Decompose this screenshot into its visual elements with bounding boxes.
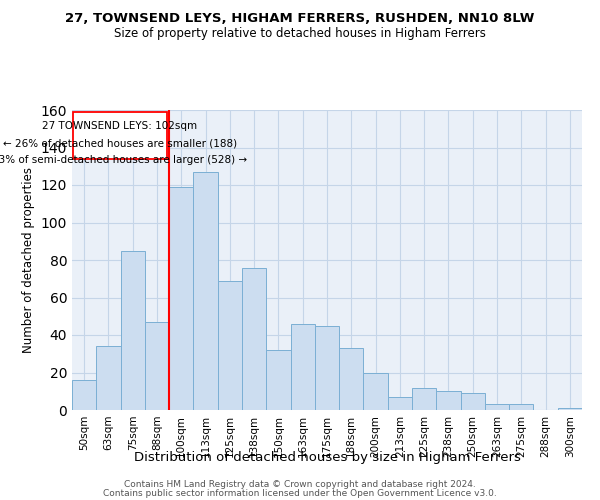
Bar — [461, 393, 485, 410]
Text: 73% of semi-detached houses are larger (528) →: 73% of semi-detached houses are larger (… — [0, 155, 248, 165]
Bar — [364, 372, 388, 410]
Bar — [72, 380, 96, 410]
Y-axis label: Number of detached properties: Number of detached properties — [22, 167, 35, 353]
Bar — [339, 348, 364, 410]
Text: Contains public sector information licensed under the Open Government Licence v3: Contains public sector information licen… — [103, 488, 497, 498]
Bar — [193, 172, 218, 410]
Bar — [145, 322, 169, 410]
Bar — [242, 268, 266, 410]
Bar — [509, 404, 533, 410]
Bar — [485, 404, 509, 410]
Bar — [412, 388, 436, 410]
Bar — [266, 350, 290, 410]
Text: 27 TOWNSEND LEYS: 102sqm: 27 TOWNSEND LEYS: 102sqm — [43, 121, 197, 131]
Bar — [121, 250, 145, 410]
Bar — [218, 280, 242, 410]
Bar — [315, 326, 339, 410]
Text: 27, TOWNSEND LEYS, HIGHAM FERRERS, RUSHDEN, NN10 8LW: 27, TOWNSEND LEYS, HIGHAM FERRERS, RUSHD… — [65, 12, 535, 26]
Bar — [388, 397, 412, 410]
Text: Size of property relative to detached houses in Higham Ferrers: Size of property relative to detached ho… — [114, 28, 486, 40]
Text: ← 26% of detached houses are smaller (188): ← 26% of detached houses are smaller (18… — [3, 138, 237, 148]
Bar — [558, 408, 582, 410]
Bar — [73, 112, 167, 159]
Bar — [169, 187, 193, 410]
Bar — [436, 391, 461, 410]
Text: Contains HM Land Registry data © Crown copyright and database right 2024.: Contains HM Land Registry data © Crown c… — [124, 480, 476, 489]
Bar — [96, 346, 121, 410]
Text: Distribution of detached houses by size in Higham Ferrers: Distribution of detached houses by size … — [134, 451, 520, 464]
Bar — [290, 324, 315, 410]
